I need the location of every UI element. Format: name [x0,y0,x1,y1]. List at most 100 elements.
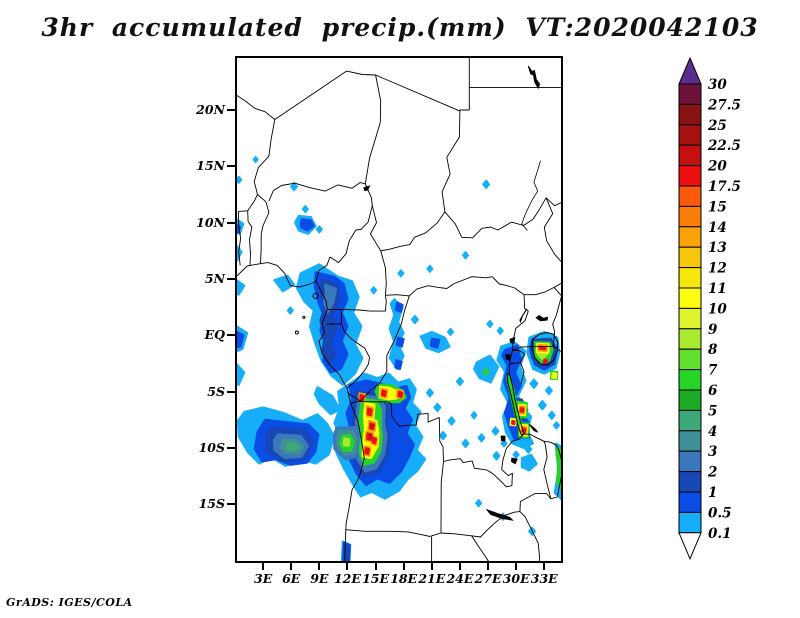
light-rain-dot [496,326,504,335]
light-rain-dot [426,264,434,273]
precip-region-level-0.5 [395,336,405,348]
country-border [253,119,276,264]
light-rain-dot [315,225,323,234]
lat-tick [227,277,235,280]
lake [363,185,371,192]
precip-region-level-0.1 [313,386,341,416]
colorbar-tick-label: 17.5 [708,179,741,195]
lon-tick-label: 6E [282,571,301,586]
basemap-layer [235,56,563,563]
precip-region-level-6 [555,445,563,490]
precip-region-level-17.5 [397,390,404,399]
lake [528,423,539,433]
colorbar-segment [678,124,702,146]
colorbar-tick-label: 1 [708,485,717,501]
colorbar-segment [678,246,702,269]
precip-region-level-17.5 [542,358,549,364]
precip-region-level-0.5 [429,337,441,349]
precip-region-level-0.1 [235,361,246,386]
lake [505,353,511,361]
colorbar-segment [678,144,702,167]
map-frame [235,56,563,563]
country-border [326,309,342,325]
lake-outline [531,331,559,366]
plot-title: 3hr accumulated precip.(mm) VT:202004210… [41,13,759,42]
lat-tick [227,390,235,393]
colorbar-tick-label: 25 [707,118,727,134]
lake [527,65,541,90]
light-rain-dot [439,430,448,441]
country-border [459,109,470,112]
lake-outline [506,372,525,436]
colorbar-tick-label: 0.5 [708,505,732,521]
lake [500,435,506,442]
precip-region-level-4 [286,441,301,452]
light-rain-dot [475,499,483,508]
country-border [235,93,276,120]
lon-tick-label: 30E [502,571,530,586]
colorbar-tick-label: 27.5 [707,97,741,113]
lon-tick [515,563,518,570]
country-border [471,535,491,563]
precip-region-level-17.5 [371,436,377,445]
precip-region-level-17.5 [366,407,373,417]
lon-tick-label: 15E [362,571,390,586]
light-rain-dot [433,402,442,413]
light-rain-dot [447,416,456,426]
lon-tick [487,563,490,570]
light-rain-dot [552,421,561,430]
colorbar-segment [678,226,702,248]
country-border [519,493,558,512]
country-border [369,205,446,252]
lake [535,314,549,322]
lat-tick [227,108,235,111]
colorbar-tick-label: 4 [708,424,717,440]
lake [510,457,518,465]
light-rain-dot [486,319,494,329]
colorbar-tick-label: 14 [708,220,727,236]
country-border [268,182,366,202]
country-border [315,183,373,282]
precip-region-level-17.5 [381,389,387,398]
country-border [340,323,370,389]
colorbar-tick-label: 7 [708,363,718,379]
lat-tick-label: 15N [196,158,225,174]
precip-region-level-0.5 [394,359,403,371]
precip-region-level-17.5 [510,419,516,426]
lon-tick-label: 33E [530,571,558,586]
lat-tick [227,165,235,168]
precip-region-level-0.1 [273,274,295,293]
colorbar-tick-label: 15 [708,199,727,215]
light-rain-dot [529,378,539,390]
country-border [364,74,382,184]
colorbar-tick-label: 20 [707,159,727,175]
precip-region-level-17.5 [538,345,547,351]
lon-tick [262,563,265,570]
lon-tick [402,563,405,570]
colorbar-top-arrow [678,56,702,85]
light-rain-dot [491,426,500,436]
lat-tick-label: 20N [196,101,225,117]
colorbar-tick-label: 2 [707,465,717,481]
precip-region-level-10 [551,372,558,380]
colorbar-tick-label: 10 [708,301,727,317]
light-rain-dot [301,204,309,214]
colorbar-tick-label: 8 [708,342,718,358]
precipitation-map [235,56,563,563]
light-rain-dot [524,444,533,454]
lon-tick-label: 18E [390,571,418,586]
country-border [524,433,557,446]
country-border [347,295,410,402]
lat-tick-label: 5S [207,383,225,399]
country-border [508,294,529,374]
country-border [512,350,526,363]
lat-tick [227,334,235,337]
colorbar-segment [678,185,702,207]
precip-region-level-0.5 [299,218,315,232]
light-rain-dot [470,411,478,420]
lake [485,508,514,521]
colorbar-bottom-arrow [678,532,702,561]
colorbar-tick-label: 3 [708,444,717,460]
light-rain-dot [410,314,419,325]
country-border [274,70,376,120]
